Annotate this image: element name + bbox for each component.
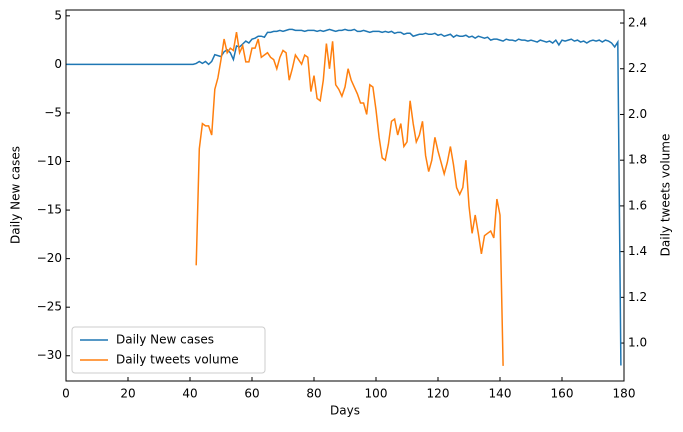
- x-tick-label: 60: [244, 387, 259, 401]
- y2-tick-label: 1.0: [628, 336, 647, 350]
- x-tick-label: 80: [306, 387, 321, 401]
- x-tick-label: 20: [120, 387, 135, 401]
- x-axis-label: Days: [330, 404, 360, 418]
- x-tick-label: 140: [489, 387, 512, 401]
- y2-tick-label: 2.2: [628, 61, 647, 75]
- x-tick-label: 180: [613, 387, 636, 401]
- plot-frame: [65, 9, 625, 382]
- y2-tick-label: 2.4: [628, 16, 647, 30]
- legend-label: Daily tweets volume: [116, 353, 239, 367]
- x-tick-label: 160: [551, 387, 574, 401]
- y-tick-label: 5: [54, 8, 62, 22]
- y-tick-label: −10: [37, 154, 62, 168]
- y-tick-label: −5: [44, 105, 62, 119]
- x-tick-label: 0: [62, 387, 70, 401]
- y-tick-label: 0: [54, 57, 62, 71]
- y-tick-label: −30: [37, 348, 62, 362]
- legend-box: [71, 326, 266, 374]
- line: [66, 28, 622, 366]
- x-tick-label: 120: [427, 387, 450, 401]
- y2-axis-label: Daily tweets volume: [659, 134, 673, 257]
- y2-tick-label: 1.6: [628, 198, 647, 212]
- y2-tick-label: 2.0: [628, 107, 647, 121]
- y2-tick-label: 1.8: [628, 153, 647, 167]
- line: [195, 32, 504, 366]
- x-tick-label: 100: [365, 387, 388, 401]
- legend-label: Daily New cases: [116, 333, 214, 347]
- y2-tick-label: 1.2: [628, 290, 647, 304]
- y-tick-label: −25: [37, 300, 62, 314]
- y-tick-label: −15: [37, 203, 62, 217]
- y-tick-label: −20: [37, 251, 62, 265]
- y2-tick-label: 1.4: [628, 244, 647, 258]
- x-tick-label: 40: [182, 387, 197, 401]
- y-axis-label: Daily New cases: [9, 146, 23, 244]
